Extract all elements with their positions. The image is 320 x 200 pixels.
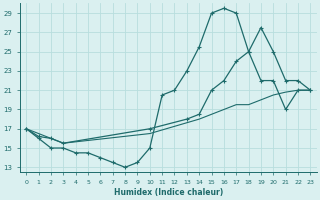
X-axis label: Humidex (Indice chaleur): Humidex (Indice chaleur)	[114, 188, 223, 197]
